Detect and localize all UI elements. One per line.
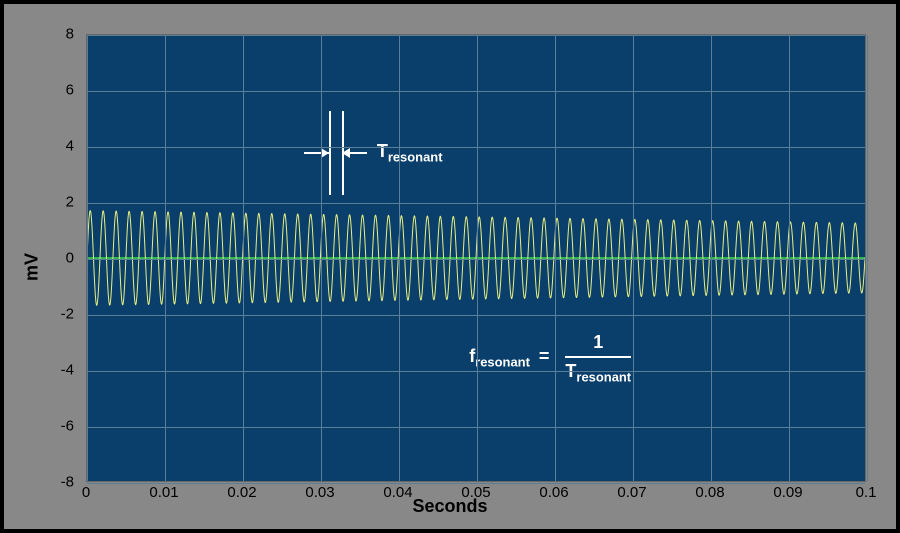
x-tick-label: 0 bbox=[82, 484, 90, 501]
gridline-vertical bbox=[477, 35, 478, 481]
formula-equals: = bbox=[535, 346, 550, 366]
x-tick-label: 0.09 bbox=[773, 484, 802, 501]
y-tick-label: -6 bbox=[34, 418, 74, 435]
y-tick-label: 6 bbox=[34, 82, 74, 99]
formula-fraction-line bbox=[565, 356, 631, 358]
period-marker-bar-left bbox=[329, 111, 331, 195]
gridline-horizontal bbox=[87, 371, 865, 372]
period-arrowhead-right bbox=[342, 148, 350, 158]
x-tick-label: 0.02 bbox=[227, 484, 256, 501]
y-tick-label: 8 bbox=[34, 26, 74, 43]
gridline-vertical bbox=[165, 35, 166, 481]
gridline-horizontal bbox=[87, 259, 865, 260]
gridline-vertical bbox=[711, 35, 712, 481]
formula-numerator: 1 bbox=[565, 332, 631, 353]
y-tick-label: -8 bbox=[34, 474, 74, 491]
gridline-horizontal bbox=[87, 147, 865, 148]
formula-denominator: Tresonant bbox=[565, 361, 631, 385]
y-tick-label: 2 bbox=[34, 194, 74, 211]
x-tick-label: 0.08 bbox=[695, 484, 724, 501]
x-tick-label: 0.01 bbox=[149, 484, 178, 501]
formula-lhs-sub: resonant bbox=[475, 355, 530, 370]
x-tick-label: 0.1 bbox=[856, 484, 877, 501]
waveform-svg bbox=[87, 35, 865, 481]
resonant-wave-series bbox=[87, 211, 865, 306]
chart-frame: mV Seconds Tresonant bbox=[4, 4, 896, 529]
gridline-horizontal bbox=[87, 427, 865, 428]
gridline-vertical bbox=[399, 35, 400, 481]
gridline-vertical bbox=[867, 35, 868, 481]
plot-container: mV Seconds Tresonant bbox=[14, 14, 886, 519]
plot-area: Tresonant fresonant = 1 bbox=[86, 34, 866, 482]
y-tick-label: 0 bbox=[34, 250, 74, 267]
gridline-vertical bbox=[789, 35, 790, 481]
gridline-vertical bbox=[633, 35, 634, 481]
gridline-vertical bbox=[243, 35, 244, 481]
x-tick-label: 0.03 bbox=[305, 484, 334, 501]
gridline-horizontal bbox=[87, 203, 865, 204]
y-tick-label: -2 bbox=[34, 306, 74, 323]
gridline-horizontal bbox=[87, 35, 865, 36]
gridline-horizontal bbox=[87, 315, 865, 316]
gridline-vertical bbox=[555, 35, 556, 481]
y-tick-label: 4 bbox=[34, 138, 74, 155]
x-tick-label: 0.07 bbox=[617, 484, 646, 501]
gridline-horizontal bbox=[87, 91, 865, 92]
x-tick-label: 0.05 bbox=[461, 484, 490, 501]
x-tick-label: 0.06 bbox=[539, 484, 568, 501]
gridline-vertical bbox=[321, 35, 322, 481]
gridline-vertical bbox=[87, 35, 88, 481]
y-tick-label: -4 bbox=[34, 362, 74, 379]
x-tick-label: 0.04 bbox=[383, 484, 412, 501]
